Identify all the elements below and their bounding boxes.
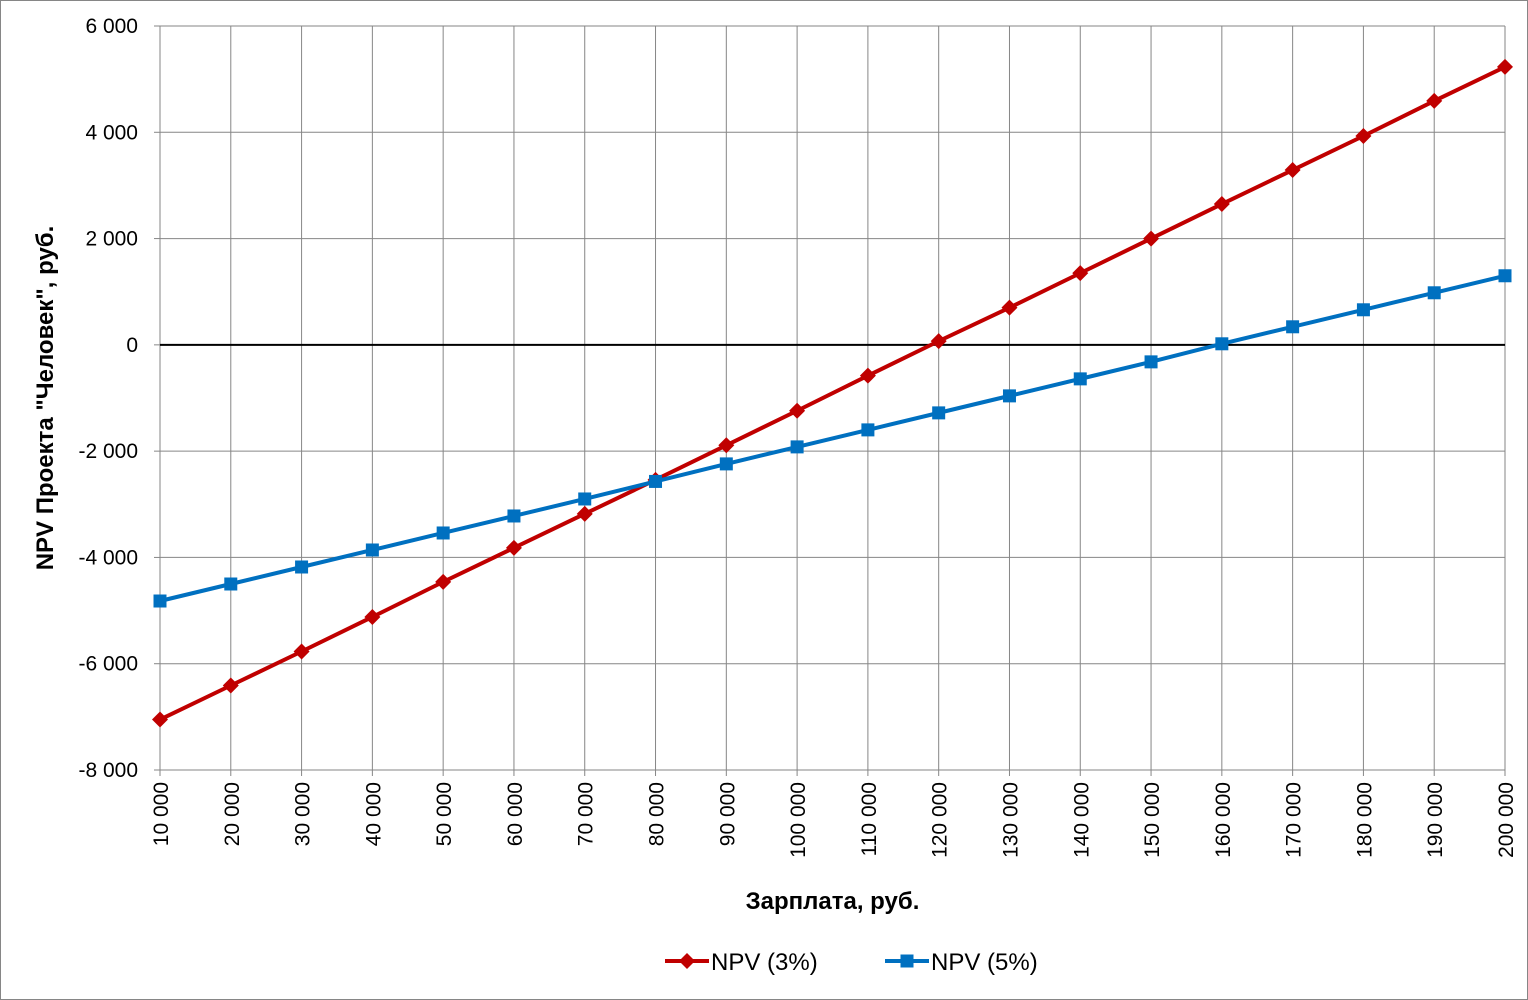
y-axis-title: NPV Проекта "Человек", руб. <box>32 226 59 571</box>
x-tick-label: 40 000 <box>362 782 385 846</box>
data-point <box>436 526 450 540</box>
x-tick-label: 150 000 <box>1141 782 1164 858</box>
data-point <box>507 509 521 523</box>
data-point <box>1215 337 1229 351</box>
data-point <box>859 367 876 384</box>
y-tick-label: -2 000 <box>78 440 138 463</box>
legend-marker <box>900 954 914 968</box>
y-tick-label: -6 000 <box>78 653 138 676</box>
data-point <box>1284 162 1301 179</box>
x-tick-label: 50 000 <box>433 782 456 846</box>
data-point <box>1213 196 1230 213</box>
data-point <box>861 423 875 437</box>
data-point <box>1497 58 1513 75</box>
y-tick-label: -4 000 <box>78 546 138 569</box>
x-tick-label: 120 000 <box>929 782 952 858</box>
data-point <box>932 406 946 420</box>
x-tick-label: 160 000 <box>1212 782 1235 858</box>
series-line <box>159 273 1506 603</box>
data-point <box>1426 92 1443 109</box>
data-point <box>790 440 804 454</box>
series-lines <box>152 58 1513 728</box>
x-tick-label: 170 000 <box>1283 782 1306 858</box>
x-tick-label: 130 000 <box>999 782 1022 858</box>
legend-label: NPV (5%) <box>931 949 1038 976</box>
data-point <box>505 539 522 556</box>
data-point <box>365 543 379 557</box>
data-point <box>1286 320 1300 334</box>
legend-item-1: NPV (3%) <box>665 949 818 976</box>
data-point <box>1001 299 1018 316</box>
data-point <box>1073 372 1087 386</box>
y-tick-label: -8 000 <box>78 759 138 782</box>
legend-item-2: NPV (5%) <box>885 949 1038 976</box>
x-tick-label: 200 000 <box>1495 782 1518 858</box>
legend: NPV (3%) NPV (5%) <box>665 949 1038 976</box>
data-point <box>1144 355 1158 369</box>
data-point <box>224 577 238 591</box>
series-1 <box>152 58 1513 728</box>
data-point <box>1427 286 1441 300</box>
axes <box>154 25 1506 776</box>
data-point <box>719 457 733 471</box>
y-tick-label: 0 <box>126 334 138 357</box>
data-point <box>1498 269 1512 283</box>
data-point <box>1002 389 1016 403</box>
x-tick-label: 190 000 <box>1424 782 1447 858</box>
series-2 <box>153 269 1512 608</box>
x-tick-label: 70 000 <box>575 782 598 846</box>
x-tick-label: 20 000 <box>221 782 244 846</box>
x-tick-label: 80 000 <box>646 782 669 846</box>
data-point <box>930 333 947 350</box>
legend-label: NPV (3%) <box>711 949 818 976</box>
x-axis-title: Зарплата, руб. <box>746 888 920 915</box>
x-tick-label: 110 000 <box>858 782 881 856</box>
x-tick-label: 60 000 <box>504 782 527 846</box>
x-tick-label: 10 000 <box>150 782 173 846</box>
grid-lines <box>160 25 1506 771</box>
tick-labels: -8 000 -6 000 -4 000 -2 000 0 2 000 4 000 6 000… <box>78 15 1518 858</box>
data-point <box>153 594 167 608</box>
data-point <box>364 608 381 625</box>
data-point <box>578 492 592 506</box>
data-point <box>293 643 310 660</box>
data-point <box>1356 303 1370 317</box>
data-point <box>1143 230 1160 247</box>
data-point <box>576 505 593 522</box>
x-tick-label: 90 000 <box>716 782 739 846</box>
data-point <box>1355 128 1372 145</box>
series-line <box>159 65 1506 722</box>
data-point <box>718 437 735 454</box>
data-point <box>435 573 452 590</box>
x-tick-label: 30 000 <box>292 782 315 846</box>
x-tick-label: 100 000 <box>787 782 810 858</box>
y-tick-label: 6 000 <box>85 15 138 38</box>
data-point <box>1072 265 1089 282</box>
legend-marker <box>679 953 695 969</box>
x-tick-label: 180 000 <box>1353 782 1376 858</box>
data-point <box>649 474 663 488</box>
data-point <box>152 711 168 728</box>
data-point <box>295 560 309 574</box>
x-tick-label: 140 000 <box>1070 782 1093 858</box>
y-tick-label: 4 000 <box>85 121 138 144</box>
data-point <box>222 677 239 694</box>
y-tick-label: 2 000 <box>85 228 138 251</box>
data-point <box>789 402 806 419</box>
